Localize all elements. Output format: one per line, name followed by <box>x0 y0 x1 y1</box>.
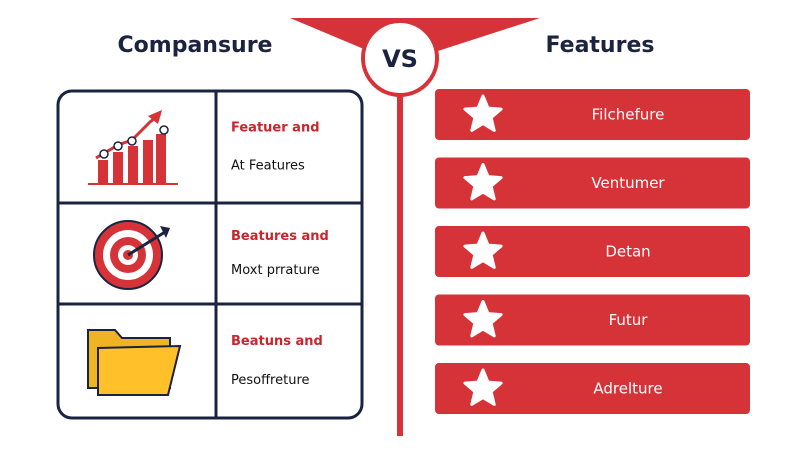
right-title: Features <box>546 33 655 58</box>
feature-label: Filchefure <box>592 106 665 124</box>
feature-label: Detan <box>605 243 650 261</box>
feature-bar <box>435 226 750 277</box>
row-text: Pesoffreture <box>231 373 310 388</box>
feature-bar <box>435 89 750 140</box>
star-icon <box>463 300 503 338</box>
feature-label: Ventumer <box>591 174 665 192</box>
target-icon <box>93 220 170 290</box>
row-text: At Features <box>231 159 305 174</box>
feature-label: Futur <box>609 311 649 329</box>
divider-line <box>397 80 403 436</box>
star-icon <box>463 231 503 269</box>
vs-label: VS <box>382 45 418 73</box>
folder-icon <box>87 329 182 396</box>
row-highlight: Beatures and <box>231 229 329 244</box>
star-icon <box>463 368 503 406</box>
row-text: Moxt prrature <box>231 263 320 278</box>
star-icon <box>463 94 503 132</box>
feature-bar <box>435 363 750 414</box>
row-highlight: Featuer and <box>231 120 320 135</box>
left-title: Compansure <box>118 33 273 58</box>
star-icon <box>463 163 503 201</box>
vs-circle <box>361 19 439 97</box>
growth-chart-icon <box>88 110 178 185</box>
row-highlight: Beatuns and <box>231 334 323 349</box>
feature-label: Adrelture <box>593 380 662 398</box>
feature-bar <box>435 157 750 209</box>
feature-bar <box>435 294 750 346</box>
